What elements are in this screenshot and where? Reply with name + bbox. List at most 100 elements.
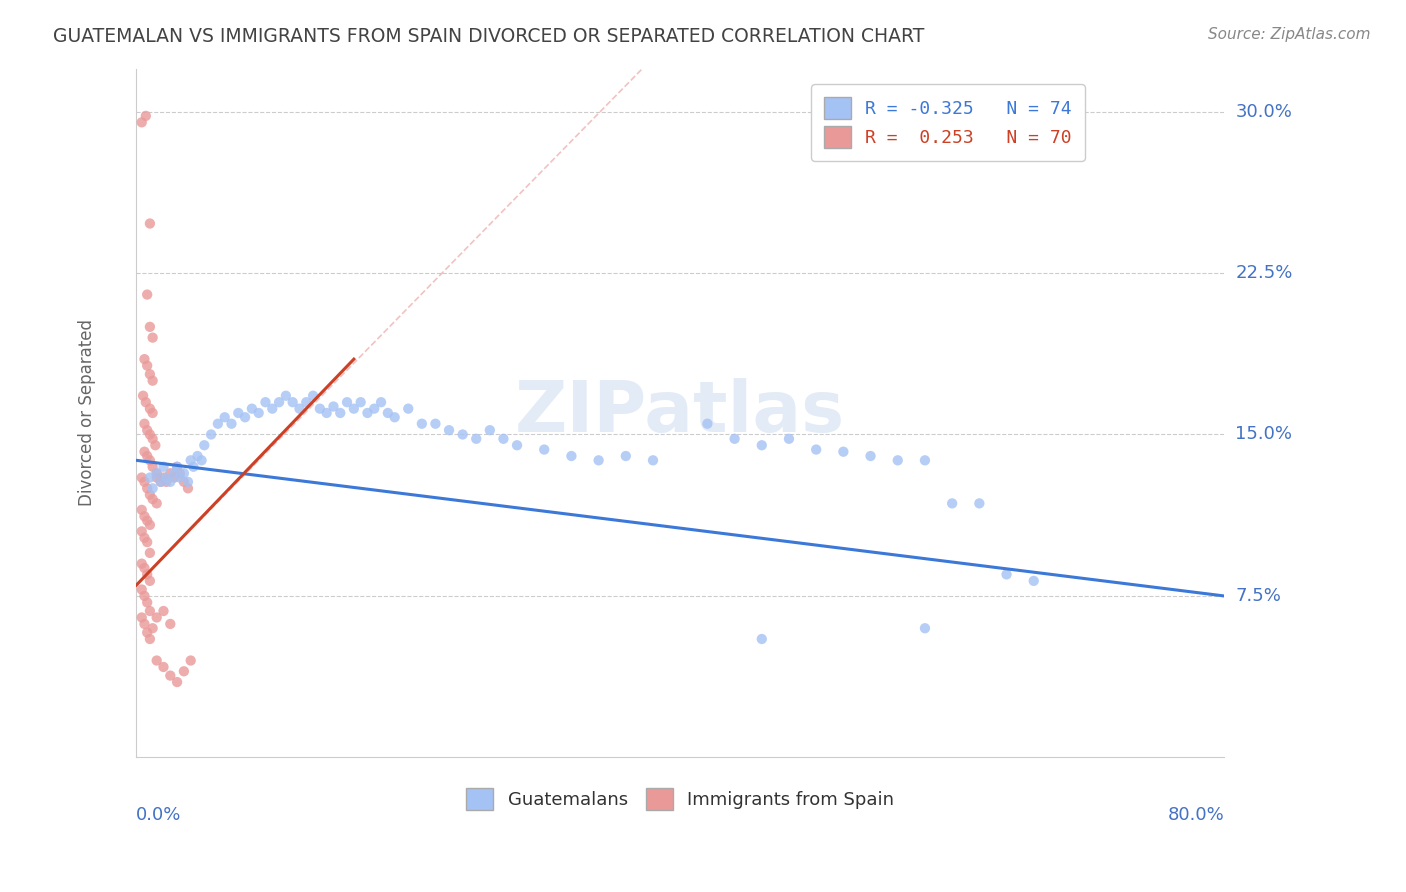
Point bbox=[145, 496, 167, 510]
Point bbox=[152, 459, 174, 474]
Point bbox=[696, 417, 718, 431]
Point bbox=[274, 389, 297, 403]
Point bbox=[159, 467, 181, 481]
Point bbox=[136, 423, 159, 437]
Text: 22.5%: 22.5% bbox=[1236, 264, 1292, 282]
Point bbox=[177, 475, 200, 489]
Point bbox=[142, 374, 165, 388]
Point bbox=[139, 604, 162, 618]
Point bbox=[370, 395, 392, 409]
Point bbox=[190, 453, 212, 467]
Point bbox=[136, 449, 159, 463]
Point bbox=[134, 561, 156, 575]
Point bbox=[377, 406, 399, 420]
Point bbox=[186, 449, 208, 463]
Point bbox=[723, 432, 745, 446]
Point bbox=[437, 423, 460, 437]
Point bbox=[1022, 574, 1045, 588]
Point bbox=[152, 604, 174, 618]
Point bbox=[207, 417, 229, 431]
Point bbox=[163, 467, 186, 481]
Point bbox=[136, 535, 159, 549]
Point bbox=[465, 432, 488, 446]
Point bbox=[315, 406, 337, 420]
Point bbox=[152, 470, 174, 484]
Point bbox=[145, 470, 167, 484]
Point bbox=[180, 654, 202, 668]
Point bbox=[139, 453, 162, 467]
Point bbox=[149, 475, 172, 489]
Point bbox=[329, 406, 352, 420]
Point bbox=[136, 359, 159, 373]
Point bbox=[152, 660, 174, 674]
Point bbox=[478, 423, 501, 437]
Point bbox=[135, 109, 157, 123]
Point bbox=[302, 389, 325, 403]
Point bbox=[425, 417, 447, 431]
Text: ZIPatlas: ZIPatlas bbox=[515, 378, 845, 448]
Point bbox=[533, 442, 555, 457]
Point bbox=[139, 574, 162, 588]
Point bbox=[169, 467, 191, 481]
Point bbox=[995, 567, 1018, 582]
Point bbox=[136, 514, 159, 528]
Point bbox=[173, 467, 195, 481]
Text: 0.0%: 0.0% bbox=[136, 805, 181, 823]
Point bbox=[149, 475, 172, 489]
Point bbox=[396, 401, 419, 416]
Point bbox=[350, 395, 373, 409]
Point bbox=[180, 453, 202, 467]
Point bbox=[166, 675, 188, 690]
Point bbox=[177, 481, 200, 495]
Point bbox=[139, 368, 162, 382]
Point bbox=[159, 475, 181, 489]
Point bbox=[173, 665, 195, 679]
Point bbox=[134, 475, 156, 489]
Point bbox=[288, 401, 311, 416]
Point bbox=[173, 475, 195, 489]
Point bbox=[226, 406, 249, 420]
Point bbox=[145, 610, 167, 624]
Point bbox=[139, 470, 162, 484]
Point bbox=[506, 438, 529, 452]
Point bbox=[139, 517, 162, 532]
Point bbox=[142, 481, 165, 495]
Text: 7.5%: 7.5% bbox=[1236, 587, 1281, 605]
Point bbox=[492, 432, 515, 446]
Point bbox=[132, 389, 155, 403]
Point bbox=[859, 449, 882, 463]
Point bbox=[139, 488, 162, 502]
Point bbox=[142, 459, 165, 474]
Point bbox=[887, 453, 910, 467]
Point bbox=[134, 417, 156, 431]
Point bbox=[131, 610, 153, 624]
Point bbox=[343, 401, 366, 416]
Point bbox=[247, 406, 270, 420]
Point bbox=[135, 395, 157, 409]
Point bbox=[142, 621, 165, 635]
Point bbox=[778, 432, 800, 446]
Point bbox=[142, 406, 165, 420]
Point bbox=[411, 417, 433, 431]
Point bbox=[832, 444, 855, 458]
Point bbox=[233, 410, 256, 425]
Point bbox=[166, 459, 188, 474]
Point bbox=[131, 115, 153, 129]
Legend: Guatemalans, Immigrants from Spain: Guatemalans, Immigrants from Spain bbox=[458, 780, 901, 817]
Point bbox=[134, 352, 156, 367]
Point bbox=[384, 410, 406, 425]
Point bbox=[193, 438, 215, 452]
Point bbox=[131, 503, 153, 517]
Point bbox=[139, 427, 162, 442]
Point bbox=[139, 217, 162, 231]
Point bbox=[139, 401, 162, 416]
Point bbox=[136, 595, 159, 609]
Text: Source: ZipAtlas.com: Source: ZipAtlas.com bbox=[1208, 27, 1371, 42]
Point bbox=[169, 470, 191, 484]
Point bbox=[914, 453, 936, 467]
Point bbox=[914, 621, 936, 635]
Point bbox=[214, 410, 236, 425]
Point bbox=[159, 616, 181, 631]
Point bbox=[145, 654, 167, 668]
Point bbox=[254, 395, 277, 409]
